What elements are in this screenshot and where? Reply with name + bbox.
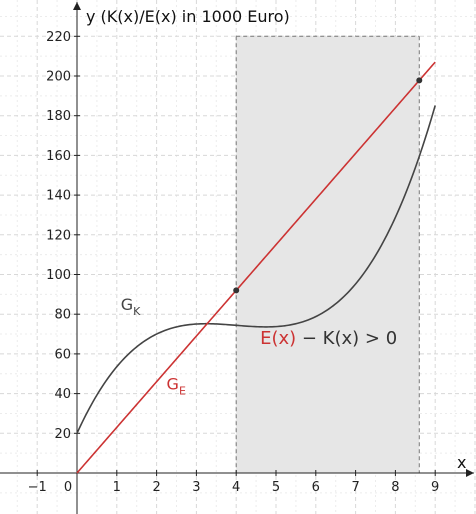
x-tick-label: 1 [113, 480, 121, 495]
tick-labels: −1 0 1 2 3 4 5 6 7 8 9 20 40 60 80 100 120 140 160 180 200 22… [28, 30, 440, 495]
intersection-point [233, 287, 240, 294]
y-tick-label: 120 [46, 228, 71, 243]
series-line-k [76, 105, 436, 434]
y-axis-arrow [73, 2, 81, 10]
x-tick-label: 3 [192, 480, 200, 495]
x-tick-label: 7 [351, 480, 359, 495]
x-tick-label: 5 [272, 480, 280, 495]
x-tick-label: −1 [28, 480, 47, 495]
y-axis-label: y (K(x)/E(x) in 1000 Euro) [86, 7, 290, 26]
y-tick-label: 200 [46, 70, 71, 85]
curves [76, 61, 436, 474]
y-tick-label: 20 [54, 427, 71, 442]
x-tick-label: 9 [431, 480, 439, 495]
profit-annotation: E(x) − K(x) > 0 [260, 328, 397, 349]
y-tick-label: 60 [54, 347, 71, 362]
y-tick-label: 100 [46, 268, 71, 283]
y-tick-label: 40 [54, 387, 71, 402]
y-tick-label: 180 [46, 109, 71, 124]
series-label-e: GE [167, 375, 186, 398]
profit-zone [235, 35, 420, 474]
intersection-point [416, 77, 423, 84]
y-tick-label: 220 [46, 30, 71, 45]
series-label-k: GK [121, 295, 141, 318]
x-tick-label: 6 [312, 480, 320, 495]
x-tick-label: 2 [152, 480, 160, 495]
y-tick-label: 80 [54, 308, 71, 323]
x-axis-arrow [466, 469, 474, 477]
y-tick-label: 140 [46, 189, 71, 204]
x-axis-label: x [457, 453, 466, 472]
series-line-e [76, 61, 436, 474]
y-tick-label: 160 [46, 149, 71, 164]
curve-labels: GK GE E(x) − K(x) > 0 [121, 295, 397, 397]
intersection-points [233, 77, 423, 294]
x-tick-label: 8 [391, 480, 399, 495]
x-tick-label: 0 [64, 480, 72, 495]
x-tick-label: 4 [232, 480, 240, 495]
profit-zone-fill [236, 36, 420, 474]
